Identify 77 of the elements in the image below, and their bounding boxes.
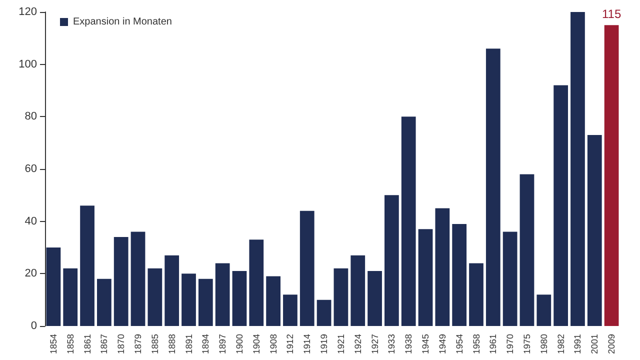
bar [215, 263, 230, 326]
x-tick-label: 1912 [285, 334, 296, 354]
bar [418, 229, 433, 326]
bar [198, 278, 213, 326]
bar [114, 237, 128, 326]
x-tick-label: 1970 [505, 334, 516, 354]
legend-label: Expansion in Monaten [73, 16, 172, 28]
bar [435, 208, 450, 326]
x-tick-label: 1914 [302, 334, 312, 354]
x-tick-label: 1854 [48, 334, 58, 354]
bar [148, 268, 162, 326]
bar [570, 12, 585, 326]
x-tick-label: 1900 [234, 334, 244, 354]
x-tick-label: 1885 [150, 334, 160, 354]
bar [334, 268, 348, 326]
bar [130, 232, 146, 326]
x-tick-label: 1924 [352, 334, 363, 354]
x-tick-label: 1919 [319, 334, 330, 354]
bar [587, 134, 602, 326]
bar [401, 116, 416, 326]
x-tick-label: 1991 [572, 334, 583, 354]
x-tick-label: 1933 [386, 334, 397, 354]
x-tick-label: 1975 [522, 334, 532, 354]
x-tick-label: 1938 [404, 334, 414, 354]
x-tick-label: 1870 [116, 334, 126, 354]
x-tick-label: 1980 [538, 334, 549, 354]
bar [554, 85, 568, 326]
y-tick-label: 60 [24, 163, 37, 175]
x-tick-label: 1897 [218, 334, 228, 354]
bar [604, 25, 619, 326]
y-tick-label: 100 [18, 58, 37, 70]
x-tick-label: 1982 [556, 334, 566, 354]
bar [182, 274, 196, 326]
bar [283, 294, 298, 326]
bar [368, 271, 382, 326]
bar [63, 268, 78, 326]
bar [249, 240, 264, 326]
x-tick-label: 1927 [370, 334, 380, 354]
y-tick-label: 40 [24, 215, 37, 228]
bar [384, 195, 399, 326]
x-tick-label: 2009 [606, 334, 617, 354]
x-tick-label: 2001 [590, 334, 600, 354]
data-label: 115 [602, 7, 622, 22]
x-tick-label: 1894 [200, 334, 211, 354]
y-tick-label: 80 [24, 110, 37, 123]
bar [80, 206, 94, 326]
bar [97, 278, 112, 326]
y-tick-label: 120 [18, 6, 37, 18]
x-tick-label: 1904 [251, 334, 262, 354]
x-tick-label: 1958 [471, 334, 482, 354]
x-tick-label: 1861 [82, 334, 92, 354]
bar [452, 224, 467, 326]
bar [46, 248, 61, 326]
x-tick-label: 1888 [166, 334, 177, 354]
bar [486, 48, 500, 326]
bar [469, 263, 484, 326]
x-tick-label: 1879 [133, 334, 144, 354]
x-tick-label: 1961 [488, 334, 498, 354]
x-tick-label: 1858 [65, 334, 76, 354]
bar [316, 300, 332, 326]
bar [502, 232, 518, 326]
bar [536, 294, 552, 326]
bar [520, 174, 534, 326]
bar [300, 210, 314, 326]
y-tick-label: 0 [30, 320, 37, 332]
bar [266, 276, 280, 326]
bar [350, 255, 366, 326]
x-tick-label: 1867 [99, 334, 110, 354]
x-tick-label: 1945 [420, 334, 431, 354]
x-tick-label: 1891 [184, 334, 194, 354]
x-tick-label: 1921 [336, 334, 346, 354]
bar [164, 255, 180, 326]
bar [232, 271, 247, 326]
x-tick-label: 1954 [454, 334, 464, 354]
x-tick-label: 1908 [268, 334, 278, 354]
x-tick-label: 1949 [437, 334, 448, 354]
y-tick-label: 20 [24, 268, 37, 280]
